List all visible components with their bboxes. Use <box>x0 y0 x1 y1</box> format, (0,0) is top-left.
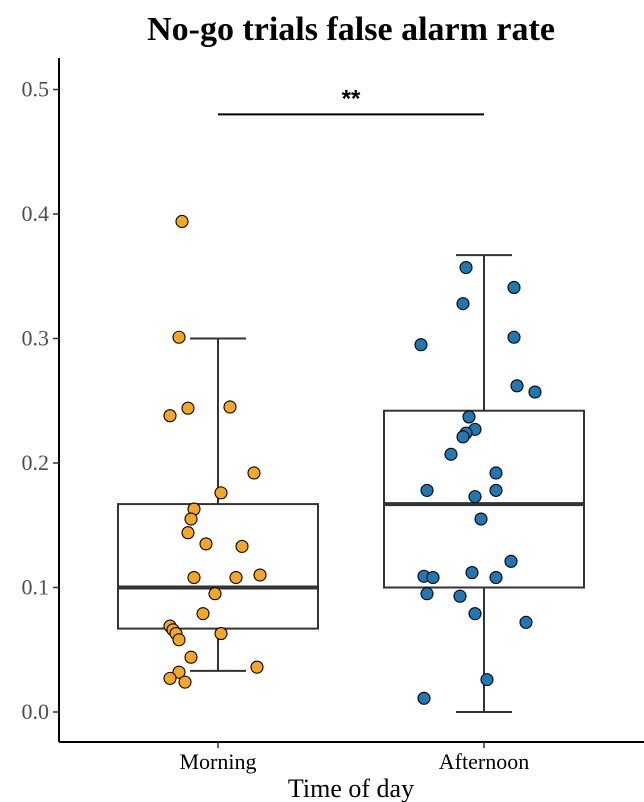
data-point-morning <box>172 665 186 679</box>
data-point-afternoon <box>420 587 434 601</box>
data-point-afternoon <box>468 607 482 621</box>
y-tick-label: 0.2 <box>22 450 50 475</box>
data-point-morning <box>229 570 243 585</box>
y-tick-label: 0.1 <box>22 575 50 600</box>
data-point-morning <box>175 214 189 229</box>
data-point-morning <box>247 466 261 480</box>
axes: 0.0 0.1 0.2 0.3 0.4 0.5 Morning Afternoon <box>22 58 644 774</box>
x-tick-label: Morning <box>180 749 257 774</box>
data-point-morning <box>235 539 249 553</box>
data-point-morning <box>163 409 177 423</box>
y-tick-label: 0.5 <box>22 77 50 102</box>
data-point-morning <box>223 400 237 414</box>
data-point-morning <box>208 587 222 601</box>
data-point-afternoon <box>507 280 521 295</box>
data-point-afternoon <box>519 615 533 629</box>
data-point-afternoon <box>444 447 458 461</box>
data-point-afternoon <box>459 260 473 275</box>
significance-annotation: ** <box>218 85 484 116</box>
data-point-morning <box>214 486 228 500</box>
data-point-morning <box>196 607 210 621</box>
data-point-afternoon <box>456 297 470 311</box>
data-point-morning <box>253 568 267 582</box>
data-point-morning <box>214 627 228 641</box>
boxes <box>117 254 585 713</box>
data-point-morning <box>178 675 192 689</box>
y-tick-label: 0.0 <box>22 699 50 724</box>
data-point-afternoon <box>417 691 431 705</box>
significance-label: ** <box>342 85 361 112</box>
data-point-morning <box>172 330 186 344</box>
chart-title: No-go trials false alarm rate <box>147 11 555 48</box>
y-tick-label: 0.4 <box>22 201 50 226</box>
data-point-afternoon <box>489 570 503 585</box>
data-point-afternoon <box>528 385 542 399</box>
data-point-afternoon <box>420 483 434 497</box>
data-point-morning <box>184 512 198 526</box>
x-axis-title: Time of day <box>288 774 414 802</box>
data-point-afternoon <box>489 466 503 480</box>
data-point-morning <box>199 537 213 551</box>
boxplot-morning <box>117 337 319 672</box>
data-point-afternoon <box>480 673 494 687</box>
data-point-afternoon <box>465 566 479 580</box>
data-point-afternoon <box>504 554 518 568</box>
data-point-afternoon <box>507 330 521 344</box>
data-point-afternoon <box>489 483 503 497</box>
data-point-morning <box>181 401 195 415</box>
box-iqr <box>117 503 319 630</box>
data-point-morning <box>187 570 201 585</box>
data-points <box>163 214 542 705</box>
data-point-morning <box>184 650 198 664</box>
data-point-afternoon <box>414 338 428 352</box>
data-point-afternoon <box>510 379 524 393</box>
data-point-morning <box>172 633 186 647</box>
data-point-afternoon <box>453 589 467 603</box>
data-point-morning <box>181 526 195 540</box>
data-point-afternoon <box>474 512 488 526</box>
data-point-afternoon <box>456 430 470 444</box>
box-iqr <box>383 409 585 589</box>
y-tick-label: 0.3 <box>22 326 50 351</box>
x-tick-label: Afternoon <box>439 749 529 774</box>
data-point-morning <box>163 671 177 685</box>
data-point-afternoon <box>462 410 476 424</box>
boxplot-afternoon <box>383 254 585 713</box>
data-point-afternoon <box>468 490 482 504</box>
data-point-morning <box>250 660 264 674</box>
data-point-afternoon <box>426 570 440 585</box>
